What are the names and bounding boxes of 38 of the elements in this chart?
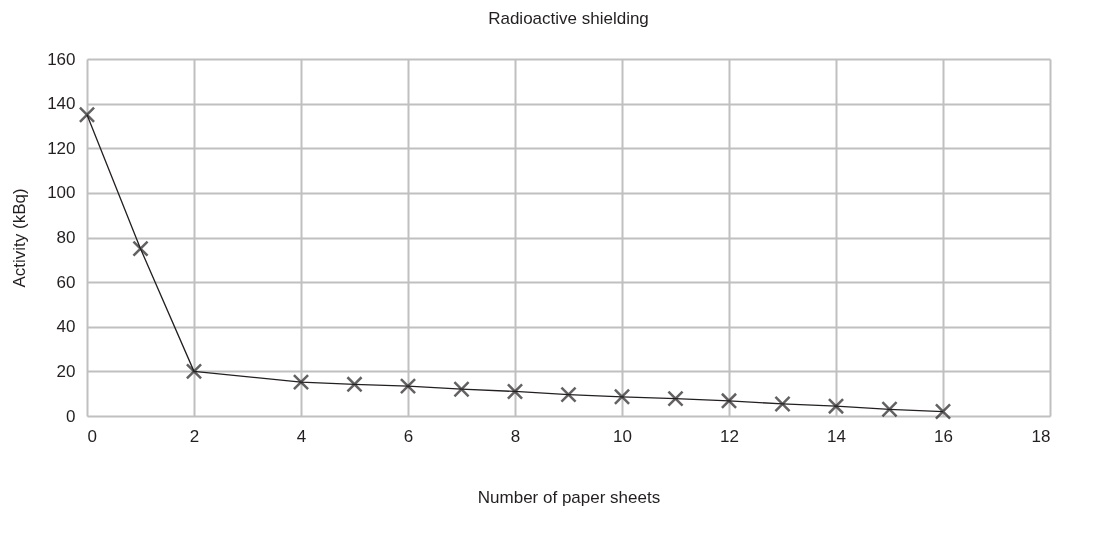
point xyxy=(934,403,952,420)
point xyxy=(720,392,738,410)
y-tick-label: 100 xyxy=(47,183,76,203)
x-tick-label: 16 xyxy=(934,426,953,446)
y-tick-label: 60 xyxy=(56,272,76,292)
x-tick-label: 8 xyxy=(510,426,521,446)
point xyxy=(292,373,310,391)
x-tick-label: 4 xyxy=(296,426,307,446)
point xyxy=(613,388,631,406)
point xyxy=(132,240,149,257)
point xyxy=(560,386,577,403)
point xyxy=(667,390,684,407)
point xyxy=(399,377,417,395)
x-axis-title: Number of paper sheets xyxy=(477,487,661,507)
x-tick-label: 12 xyxy=(720,426,739,446)
y-tick-label: 80 xyxy=(56,228,76,247)
point xyxy=(774,395,791,413)
y-tick-label: 40 xyxy=(56,317,76,337)
y-tick-label: 120 xyxy=(47,138,76,158)
x-tick-label: 18 xyxy=(1031,426,1051,446)
y-tick-label: 160 xyxy=(47,49,76,69)
point xyxy=(78,106,96,124)
y-tick-label: 140 xyxy=(47,94,76,114)
point xyxy=(827,397,845,415)
x-tick-label: 0 xyxy=(87,426,97,446)
point xyxy=(346,376,363,393)
chart-title: Radioactive shielding xyxy=(488,9,649,28)
point xyxy=(453,380,470,398)
point xyxy=(185,363,203,380)
x-tick-label: 10 xyxy=(613,426,632,446)
y-tick-label: 20 xyxy=(56,361,76,381)
x-tick-label: 2 xyxy=(189,426,200,446)
y-tick-label: 0 xyxy=(66,406,76,426)
x-tick-label: 14 xyxy=(827,426,846,446)
point xyxy=(881,400,898,418)
x-tick-label: 6 xyxy=(403,426,414,446)
y-axis-title: Activity (kBq) xyxy=(10,188,30,288)
point xyxy=(506,383,524,400)
